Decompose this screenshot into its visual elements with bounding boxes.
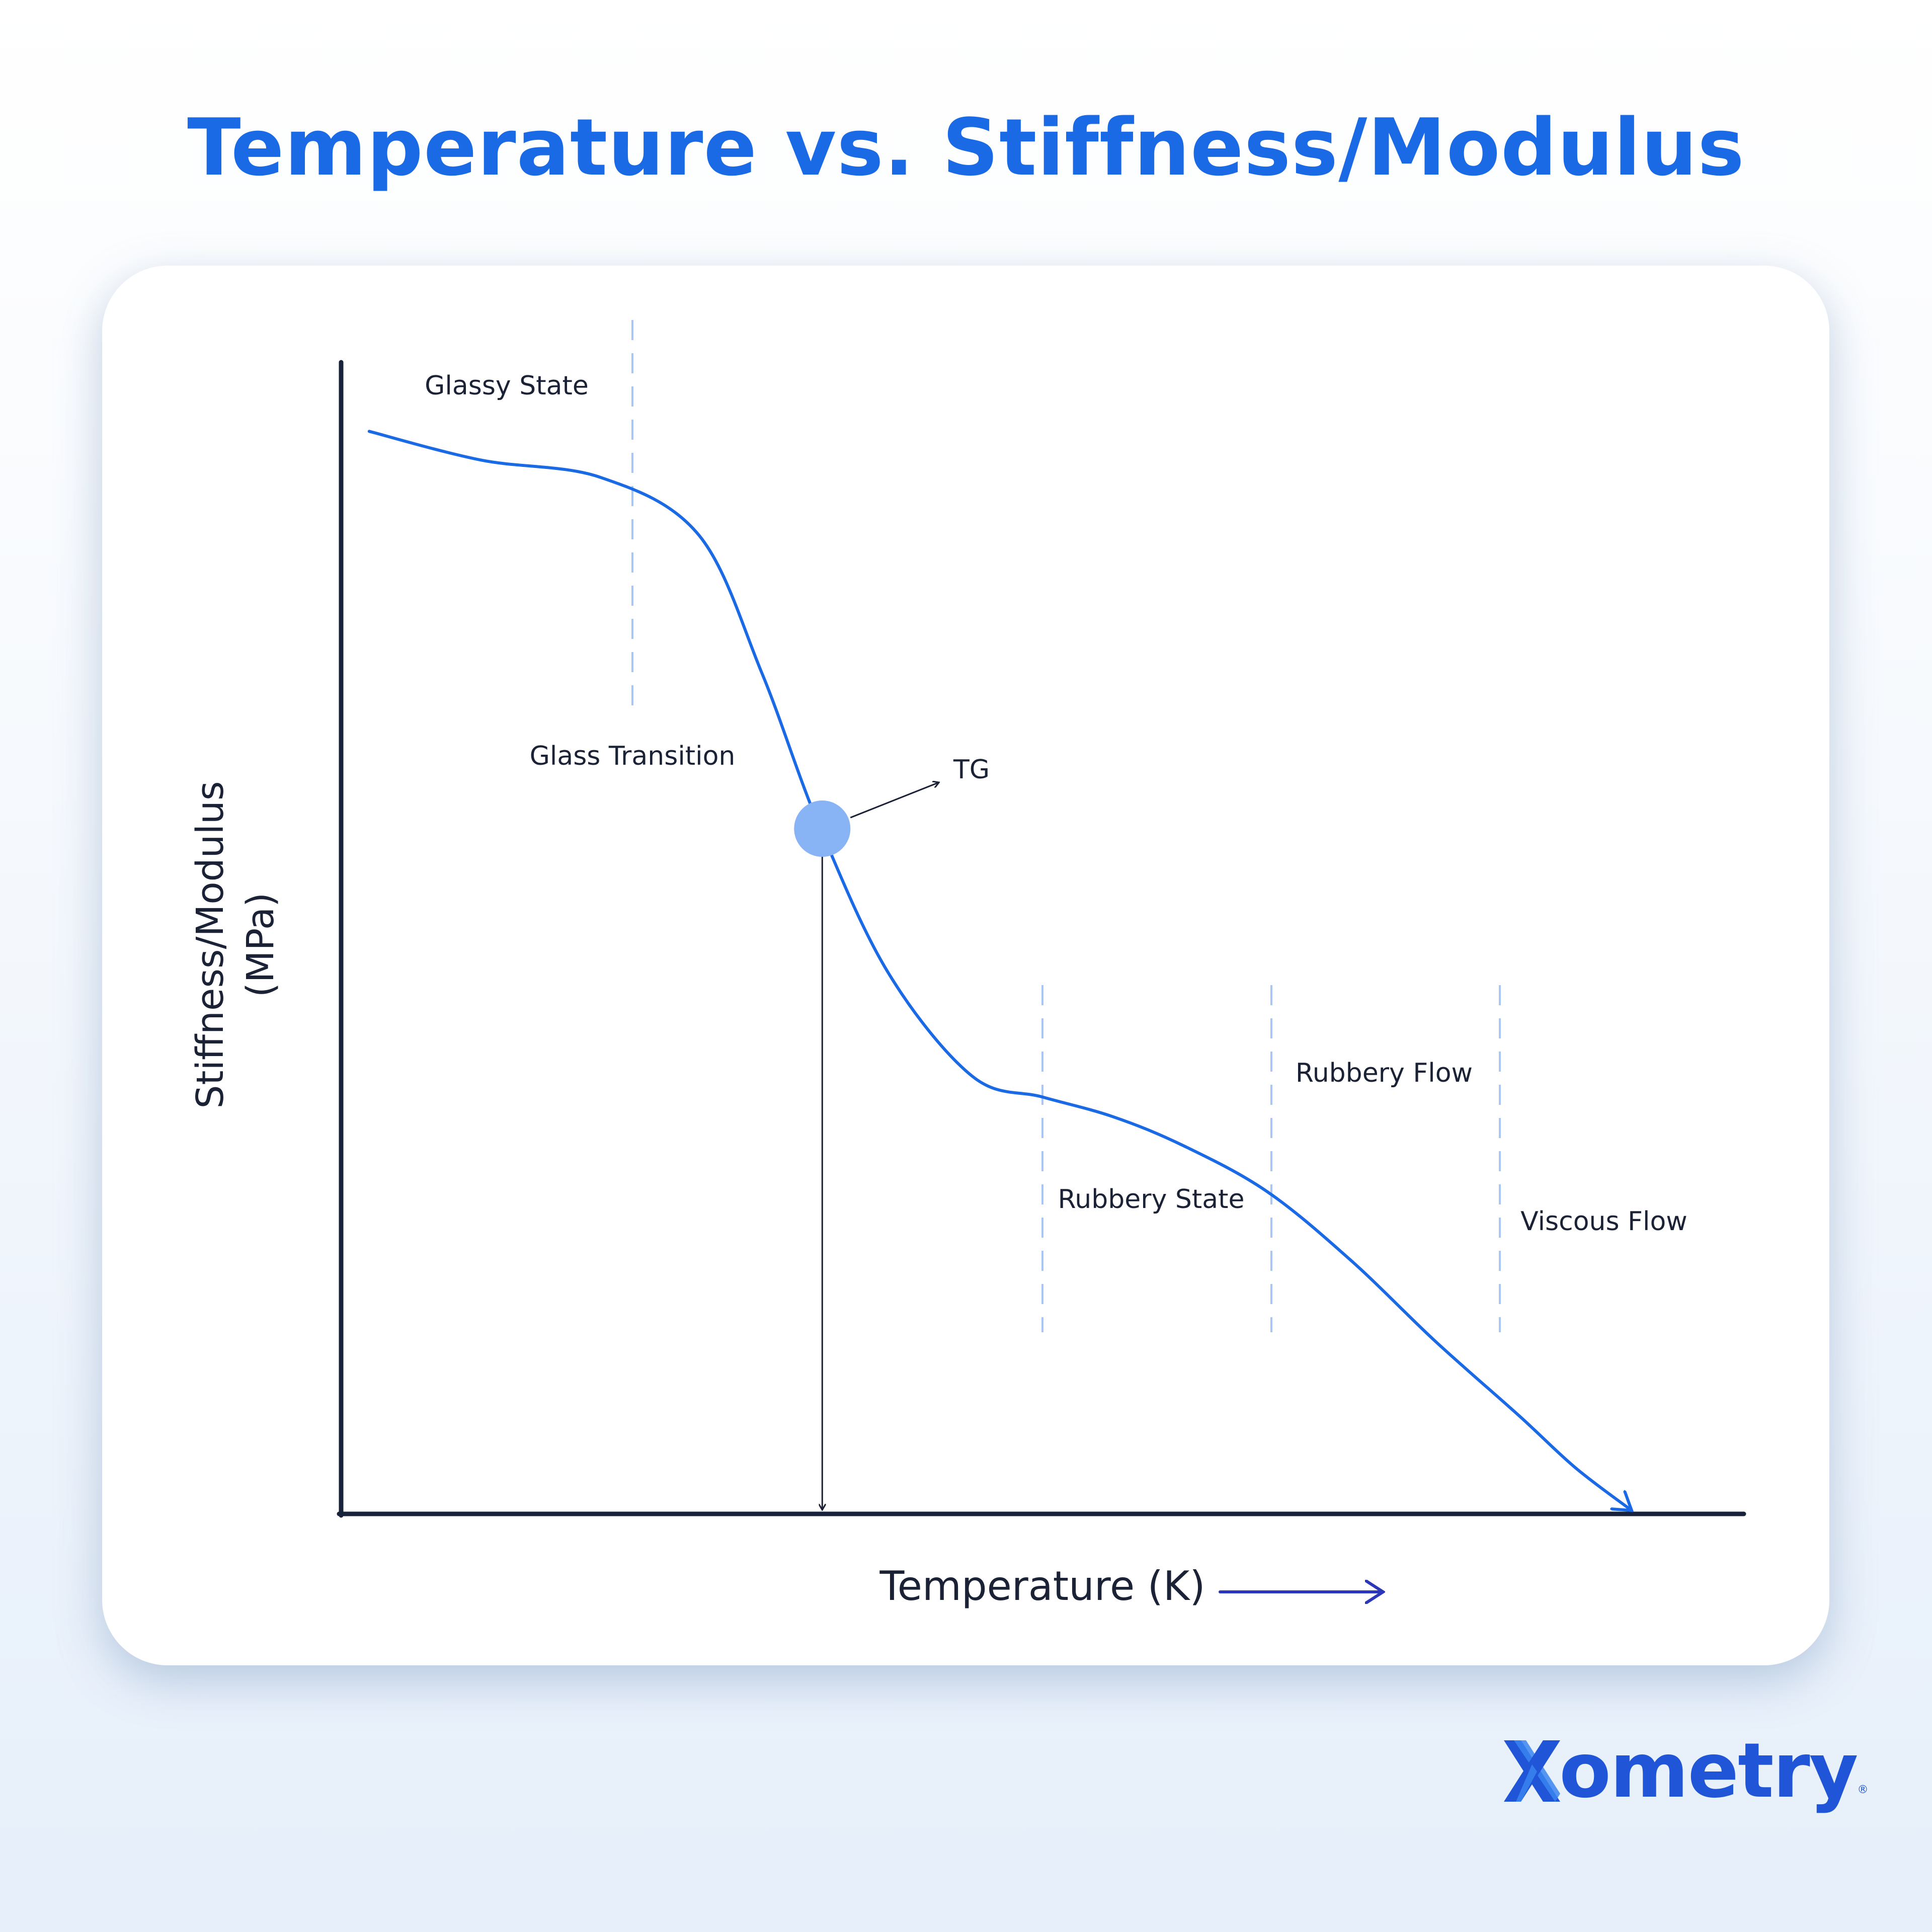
region-label-rubbery-flow: Rubbery Flow [1296,1058,1473,1088]
region-label-rubbery-state: Rubbery State [1058,1184,1244,1215]
chart-svg: Glassy State Glass Transition Rubbery St… [189,320,1746,1609]
modulus-curve [367,430,1632,1510]
tg-point [794,800,851,857]
region-label-viscous-flow: Viscous Flow [1520,1206,1687,1237]
logo-registered-mark: ® [1857,1784,1869,1796]
logo-wordmark: ometry [1559,1727,1859,1815]
y-axis-label-line-1: Stiffness/Modulus [189,781,232,1108]
tg-pointer-arrow [850,782,939,819]
xometry-logo: ometry ® [1502,1731,1869,1811]
x-axis-label: Temperature (K) [879,1563,1205,1609]
y-axis-label-line-2: (MPa) [239,893,282,997]
region-label-glass-transition: Glass Transition [530,741,736,771]
page-title: Temperature vs. Stiffness/Modulus [187,102,1745,193]
xometry-x-mark-icon [1504,1740,1560,1802]
chart-card: Glassy State Glass Transition Rubbery St… [102,266,1829,1665]
region-dividers [631,320,1501,1332]
region-label-glassy-state: Glassy State [425,371,589,401]
tg-label: TG [953,755,990,785]
